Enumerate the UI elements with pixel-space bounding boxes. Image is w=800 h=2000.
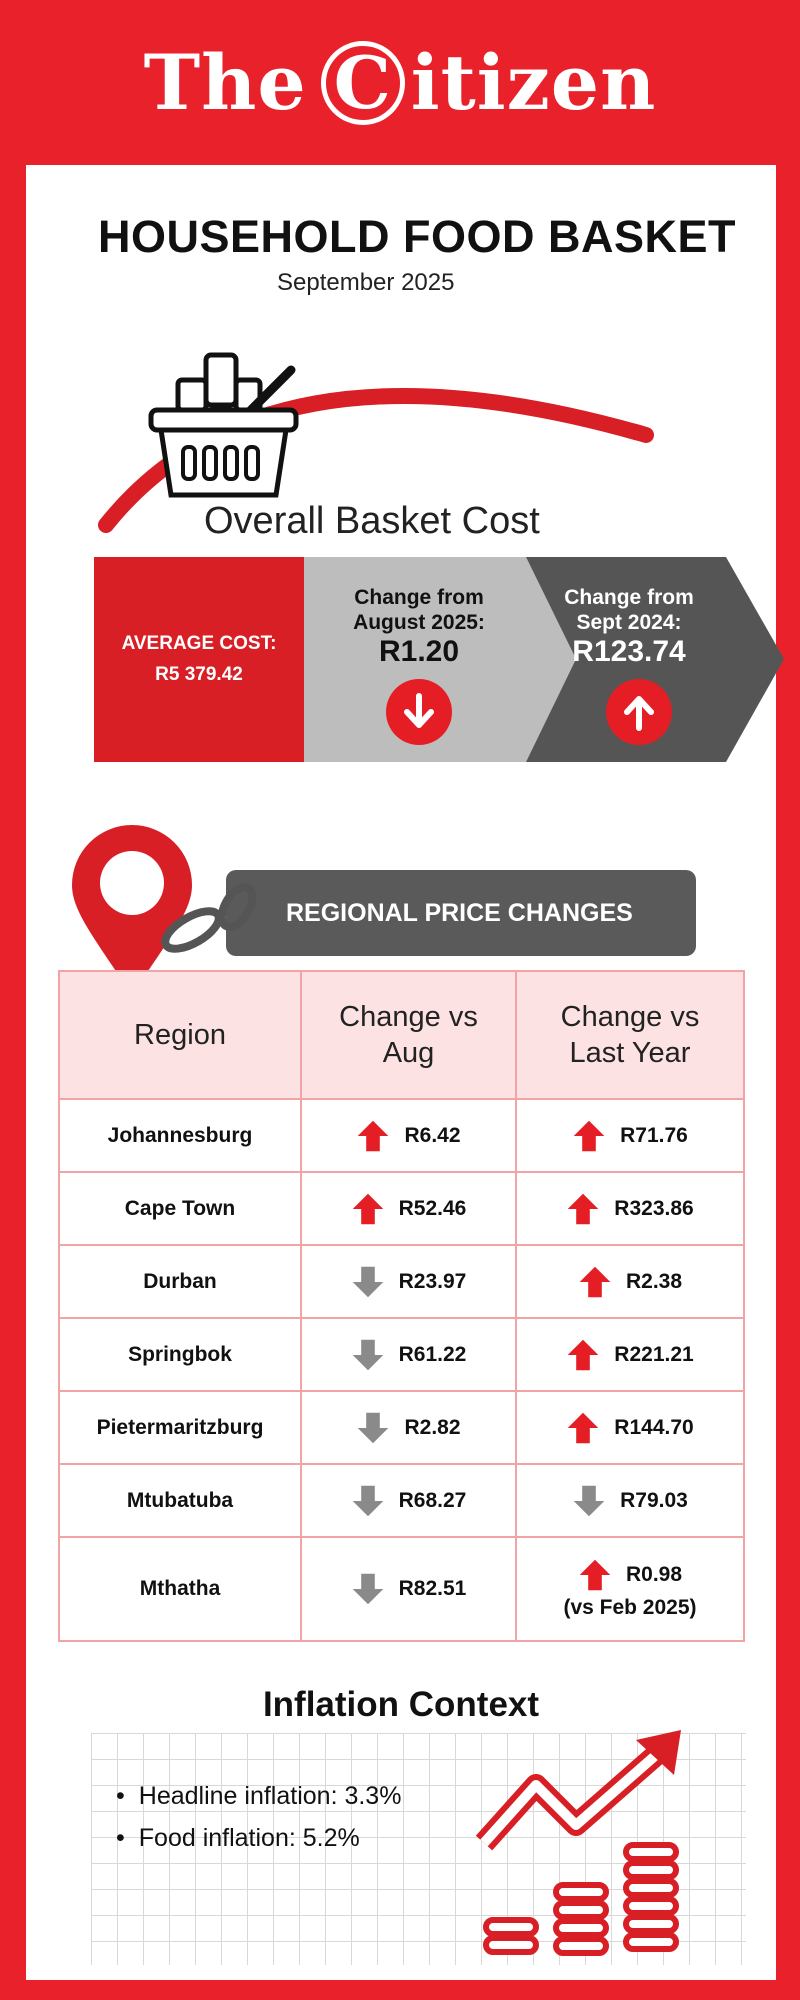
change-year-cell: R71.76 xyxy=(515,1098,745,1173)
col-header-region: Region xyxy=(58,970,302,1100)
change-aug-value: R82.51 xyxy=(398,1577,467,1600)
arrow-down-icon xyxy=(352,1485,383,1516)
arrow-down-icon xyxy=(352,1339,383,1370)
the-citizen-logo[interactable]: The C itizen xyxy=(144,38,657,127)
arrow-up-icon xyxy=(567,1193,599,1224)
change-aug-value: R2.82 xyxy=(404,1415,461,1439)
change-aug-value: R61.22 xyxy=(398,1342,467,1366)
change-aug-value: R23.97 xyxy=(398,1269,467,1293)
arrow-up-icon xyxy=(606,679,672,745)
change-year-value: R0.98 xyxy=(625,1563,683,1586)
change-aug-cell: R82.51 xyxy=(300,1536,517,1642)
arrow-up-icon xyxy=(573,1120,605,1151)
shopping-basket-icon xyxy=(98,352,654,533)
regional-heading-tab: REGIONAL PRICE CHANGES xyxy=(226,870,696,956)
arrow-up-icon xyxy=(579,1266,611,1297)
region-name: Durban xyxy=(58,1244,302,1319)
average-cost-value: R5 379.42 xyxy=(155,663,243,685)
change-year-value: R79.03 xyxy=(620,1488,688,1512)
average-cost-label: AVERAGE COST: xyxy=(121,633,277,655)
table-row: Durban R23.97 R2.38 xyxy=(58,1244,745,1319)
list-item: Headline inflation: 3.3% xyxy=(116,1775,402,1817)
region-name: Cape Town xyxy=(58,1171,302,1246)
region-name: Springbok xyxy=(58,1317,302,1392)
table-row: Pietermaritzburg R2.82 R144.70 xyxy=(58,1390,745,1465)
change-year-label-1: Change from xyxy=(564,586,694,609)
change-year-cell: R79.03 xyxy=(515,1463,745,1538)
table-row: Mtubatuba R68.27 R79.03 xyxy=(58,1463,745,1538)
arrow-down-icon xyxy=(358,1412,389,1443)
location-pin-icon xyxy=(72,825,257,995)
change-aug-value: R6.42 xyxy=(404,1123,461,1147)
change-aug-value: R1.20 xyxy=(378,635,460,669)
logo-text-rest: itizen xyxy=(410,38,657,127)
arrow-up-icon xyxy=(567,1412,599,1443)
inflation-heading: Inflation Context xyxy=(262,1685,540,1724)
list-item: Food inflation: 5.2% xyxy=(116,1817,401,1859)
change-aug-value: R68.27 xyxy=(398,1488,467,1512)
change-year-value: R2.38 xyxy=(625,1269,683,1293)
cost-arrow-blocks xyxy=(294,557,784,762)
change-year-value: R144.70 xyxy=(614,1415,694,1439)
change-aug-cell: R68.27 xyxy=(300,1463,517,1538)
inflation-list: Headline inflation: 3.3% Food inflation:… xyxy=(116,1775,402,1859)
change-aug-cell: R52.46 xyxy=(300,1171,517,1246)
arrow-down-icon xyxy=(573,1485,605,1516)
change-aug-cell: R2.82 xyxy=(300,1390,517,1465)
average-cost-block: AVERAGE COST: R5 379.42 xyxy=(94,557,304,762)
logo-c-ring: C xyxy=(320,40,405,125)
arrow-up-icon xyxy=(567,1339,599,1370)
table-row: Cape Town R52.46 R323.86 xyxy=(58,1171,745,1246)
page-subtitle: September 2025 xyxy=(277,269,455,296)
overall-basket-heading: Overall Basket Cost xyxy=(204,500,540,542)
change-from-august-block: Change from August 2025: R1.20 xyxy=(314,585,524,668)
table-row: Mthatha R82.51 R0.98 (vs Feb 2025) xyxy=(58,1536,745,1642)
change-aug-cell: R23.97 xyxy=(300,1244,517,1319)
arrow-up-icon xyxy=(579,1559,611,1591)
change-aug-value: R52.46 xyxy=(398,1196,467,1220)
page-title: HOUSEHOLD FOOD BASKET xyxy=(98,211,737,262)
regional-price-table: Region Change vs Aug Change vs Last Year… xyxy=(58,970,745,1642)
growth-chart-icon xyxy=(476,1730,681,1956)
logo-text-the: The xyxy=(143,38,307,127)
table-body: Johannesburg R6.42 R71.76 Cape Town R52.… xyxy=(58,1098,745,1642)
change-year-label-2: Sept 2024: xyxy=(576,611,682,635)
arrow-down-icon xyxy=(386,679,452,745)
cost-summary-row: AVERAGE COST: R5 379.42 Change from Augu… xyxy=(94,557,794,762)
region-name: Mtubatuba xyxy=(58,1463,302,1538)
change-aug-label-1: Change from xyxy=(354,586,484,609)
col-header-change-aug-text: Change vs Aug xyxy=(339,1000,478,1069)
change-year-cell: R144.70 xyxy=(515,1390,745,1465)
table-row: Johannesburg R6.42 R71.76 xyxy=(58,1098,745,1173)
arrow-up-icon xyxy=(358,1120,389,1151)
infographic-panel: HOUSEHOLD FOOD BASKET September 2025 Ove… xyxy=(26,165,784,1980)
change-year-cell: R2.38 xyxy=(515,1244,745,1319)
change-year-value: R323.86 xyxy=(614,1196,694,1220)
col-header-change-aug: Change vs Aug xyxy=(300,970,517,1100)
regional-heading: REGIONAL PRICE CHANGES xyxy=(286,898,633,927)
region-name: Pietermaritzburg xyxy=(58,1390,302,1465)
change-year-cell: R0.98 (vs Feb 2025) xyxy=(515,1536,745,1642)
arrow-up-icon xyxy=(352,1193,383,1224)
col-header-change-year-text: Change vs Last Year xyxy=(560,1000,700,1069)
table-header-row: Region Change vs Aug Change vs Last Year xyxy=(58,970,745,1100)
change-year-note: (vs Feb 2025) xyxy=(563,1596,697,1619)
change-from-sept-2024-block: Change from Sept 2024: R123.74 xyxy=(524,585,734,668)
change-aug-label-2: August 2025: xyxy=(353,611,485,635)
masthead: The C itizen xyxy=(0,0,800,165)
change-aug-cell: R6.42 xyxy=(300,1098,517,1173)
arrow-down-icon xyxy=(352,1266,383,1297)
change-year-value: R221.21 xyxy=(614,1342,694,1366)
region-name: Mthatha xyxy=(58,1536,302,1642)
arrow-down-icon xyxy=(352,1573,383,1605)
change-aug-cell: R61.22 xyxy=(300,1317,517,1392)
change-year-value: R71.76 xyxy=(620,1123,688,1147)
change-year-value: R123.74 xyxy=(572,635,686,669)
table-row: Springbok R61.22 R221.21 xyxy=(58,1317,745,1392)
region-name: Johannesburg xyxy=(58,1098,302,1173)
change-year-cell: R221.21 xyxy=(515,1317,745,1392)
change-year-cell: R323.86 xyxy=(515,1171,745,1246)
col-header-change-year: Change vs Last Year xyxy=(515,970,745,1100)
